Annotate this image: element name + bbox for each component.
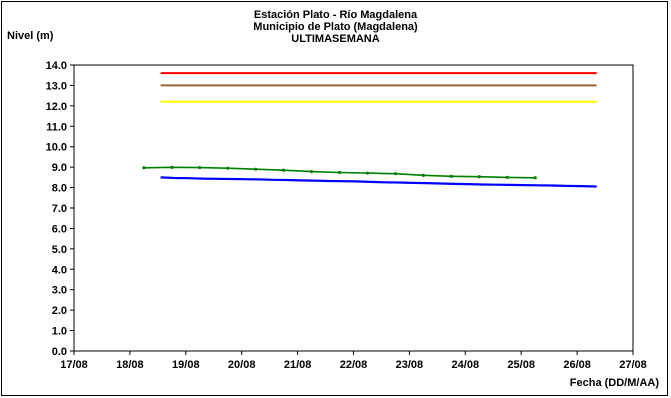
y-tick-label: 3.0: [52, 285, 67, 297]
chart-title-line-1: Estación Plato - Río Magdalena: [253, 9, 418, 21]
series-point: [198, 165, 202, 170]
series-point: [533, 176, 537, 180]
y-tick-label: 13.0: [46, 80, 67, 92]
x-axis-label: Fecha (DD/M/AA): [569, 377, 659, 389]
x-tick-label: 21/08: [284, 359, 312, 371]
x-tick-label: 25/08: [507, 359, 535, 371]
series-line: [160, 176, 597, 188]
y-tick-label: 6.0: [52, 223, 67, 235]
x-tick-label: 20/08: [228, 359, 256, 371]
x-tick-label: 27/08: [619, 359, 647, 371]
y-tick-label: 4.0: [52, 264, 67, 276]
x-tick-label: 22/08: [340, 359, 368, 371]
y-axis-label: Nivel (m): [7, 30, 54, 42]
series-point: [170, 165, 174, 169]
x-tick-label: 23/08: [396, 359, 424, 371]
x-tick-label: 26/08: [563, 359, 591, 371]
y-tick-label: 0.0: [52, 346, 67, 358]
series-point: [505, 175, 509, 179]
chart-title-line-2: Municipio de Plato (Magdalena): [253, 21, 418, 33]
y-tick-label: 14.0: [46, 60, 67, 72]
series-point: [254, 167, 258, 171]
chart-title-line-3: ULTIMASEMANA: [291, 33, 380, 45]
series-point: [449, 174, 453, 178]
y-tick-label: 5.0: [52, 244, 67, 256]
plot-area: [73, 64, 634, 352]
y-tick-label: 1.0: [52, 326, 67, 338]
series-point: [365, 171, 370, 175]
x-tick-label: 24/08: [452, 359, 480, 371]
series-point: [226, 166, 230, 170]
series-point: [477, 175, 481, 179]
series-point: [309, 170, 314, 174]
x-tick-label: 17/08: [60, 359, 88, 371]
y-tick-label: 7.0: [52, 203, 67, 215]
y-tick-label: 12.0: [46, 101, 67, 113]
y-tick-label: 8.0: [52, 183, 67, 195]
y-tick-label: 10.0: [46, 142, 67, 154]
series-point: [282, 168, 286, 172]
x-tick-label: 19/08: [172, 359, 200, 371]
x-tick-label: 18/08: [116, 359, 144, 371]
y-tick-label: 9.0: [52, 162, 67, 174]
series-point: [393, 172, 398, 176]
series-point: [337, 170, 342, 175]
series-point: [142, 166, 146, 170]
y-tick-label: 11.0: [46, 121, 67, 133]
series-point: [421, 173, 425, 177]
y-tick-label: 2.0: [52, 305, 67, 317]
